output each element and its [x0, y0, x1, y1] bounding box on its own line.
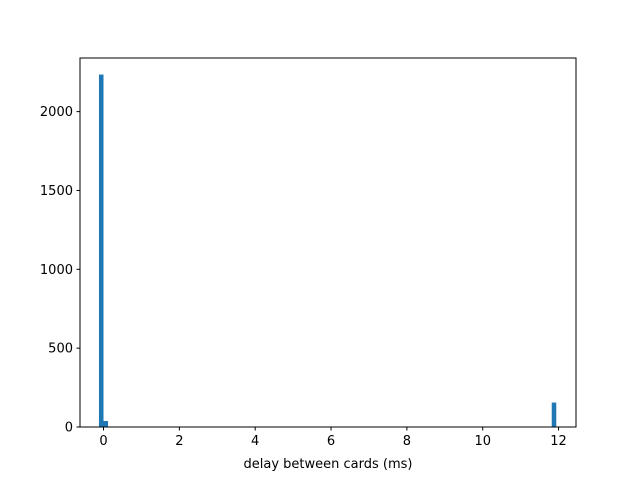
y-tick-label: 500	[48, 342, 73, 357]
x-tick-label: 6	[327, 434, 335, 449]
x-axis: 0 2 4 6 8 10 12	[99, 427, 567, 449]
y-tick-label: 1500	[40, 184, 73, 199]
y-tick-label: 1000	[40, 263, 73, 278]
x-tick-label: 4	[251, 434, 259, 449]
histogram-bar	[551, 402, 557, 427]
x-tick-label: 10	[474, 434, 491, 449]
x-tick-label: 8	[403, 434, 411, 449]
x-axis-label: delay between cards (ms)	[244, 457, 413, 472]
histogram-bar	[98, 74, 104, 428]
x-tick-label: 0	[99, 434, 107, 449]
histogram-bar	[103, 421, 109, 427]
y-tick-label: 0	[65, 421, 73, 436]
plot-frame	[79, 57, 577, 428]
x-tick-label: 2	[175, 434, 183, 449]
y-axis: 0 500 1000 1500 2000	[40, 105, 80, 436]
x-tick-label: 12	[550, 434, 567, 449]
bars-group	[98, 74, 557, 428]
y-tick-label: 2000	[40, 105, 73, 120]
